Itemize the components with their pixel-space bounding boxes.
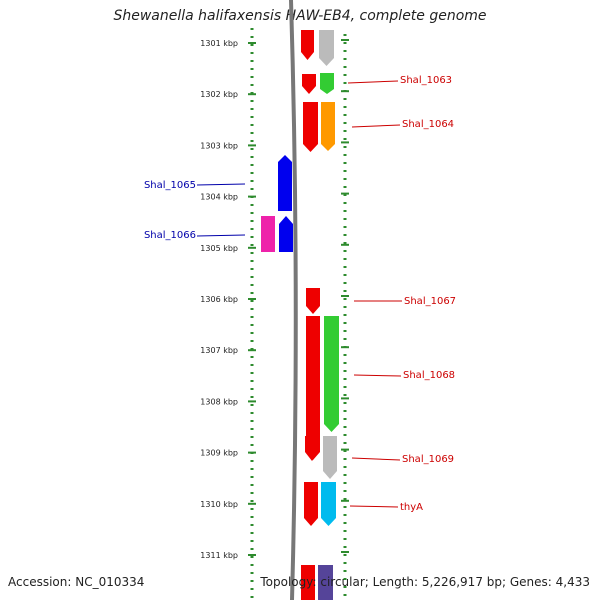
kbp-tick-label: 1311 kbp bbox=[200, 551, 238, 560]
gene-orange-1064 bbox=[321, 102, 335, 151]
gene-features bbox=[261, 30, 339, 600]
gene-purple-1311 bbox=[318, 565, 333, 600]
gene-red-1311 bbox=[301, 565, 315, 600]
kbp-tick-label: 1301 kbp bbox=[200, 39, 238, 48]
kbp-tick-label: 1310 kbp bbox=[200, 500, 238, 509]
leader-1065 bbox=[196, 183, 246, 186]
leader-1066 bbox=[196, 234, 246, 237]
kbp-tick-label: 1307 kbp bbox=[200, 346, 238, 355]
gene-blue-1066 bbox=[279, 216, 293, 252]
gene-magenta-1066 bbox=[261, 216, 275, 252]
kbp-tick-label: 1305 kbp bbox=[200, 244, 238, 253]
kbp-tick-label: 1306 kbp bbox=[200, 295, 238, 304]
accession-text: Accession: NC_010334 bbox=[8, 575, 145, 589]
gene-cyan-thyA bbox=[321, 482, 336, 526]
label-shal-1063[interactable]: Shal_1063 bbox=[400, 75, 452, 86]
kbp-tick-label: 1302 kbp bbox=[200, 90, 238, 99]
label-shal-1067[interactable]: Shal_1067 bbox=[404, 296, 456, 307]
leader-1068 bbox=[353, 374, 402, 377]
label-shal-1068[interactable]: Shal_1068 bbox=[403, 370, 455, 381]
gene-blue-1065 bbox=[278, 155, 292, 211]
kbp-tick-label: 1304 kbp bbox=[200, 193, 238, 202]
kbp-tick-label: 1303 kbp bbox=[200, 141, 238, 150]
label-thyA[interactable]: thyA bbox=[400, 502, 423, 513]
kbp-tick-label: 1308 kbp bbox=[200, 397, 238, 406]
leader-1064 bbox=[351, 124, 401, 128]
label-shal-1069[interactable]: Shal_1069 bbox=[402, 454, 454, 465]
label-shal-1066[interactable]: Shal_1066 bbox=[144, 230, 196, 241]
kbp-tick-label: 1309 kbp bbox=[200, 449, 238, 458]
leader-1063 bbox=[347, 80, 399, 84]
leader-thyA bbox=[349, 505, 399, 508]
gene-red-1068 bbox=[306, 316, 320, 460]
label-shal-1065[interactable]: Shal_1065 bbox=[144, 180, 196, 191]
label-shal-1064[interactable]: Shal_1064 bbox=[402, 119, 454, 130]
gene-green-1063 bbox=[320, 73, 334, 94]
backbone-line bbox=[289, 0, 298, 600]
gene-red-1064 bbox=[303, 102, 318, 152]
map-title: Shewanella halifaxensis HAW-EB4, complet… bbox=[113, 8, 487, 24]
gene-red-1063 bbox=[302, 74, 316, 94]
gene-labels: Shal_1063 Shal_1064 Shal_1065 Shal_1066 … bbox=[144, 75, 456, 513]
kbp-axis: 1301 kbp 1302 kbp 1303 kbp 1304 kbp 1305 kbp… bbox=[200, 39, 349, 560]
gene-red-1301 bbox=[301, 30, 314, 60]
gene-red-1069 bbox=[305, 436, 319, 461]
label-leaders bbox=[196, 80, 402, 508]
gene-red-1067 bbox=[306, 288, 320, 314]
gene-red-thyA bbox=[304, 482, 318, 526]
gene-green-1068 bbox=[324, 316, 339, 432]
leader-1069 bbox=[351, 457, 401, 461]
gene-gray-1301 bbox=[319, 30, 334, 66]
gene-gray-1069 bbox=[323, 436, 337, 479]
topology-text: Topology: circular; Length: 5,226,917 bp… bbox=[260, 575, 590, 589]
